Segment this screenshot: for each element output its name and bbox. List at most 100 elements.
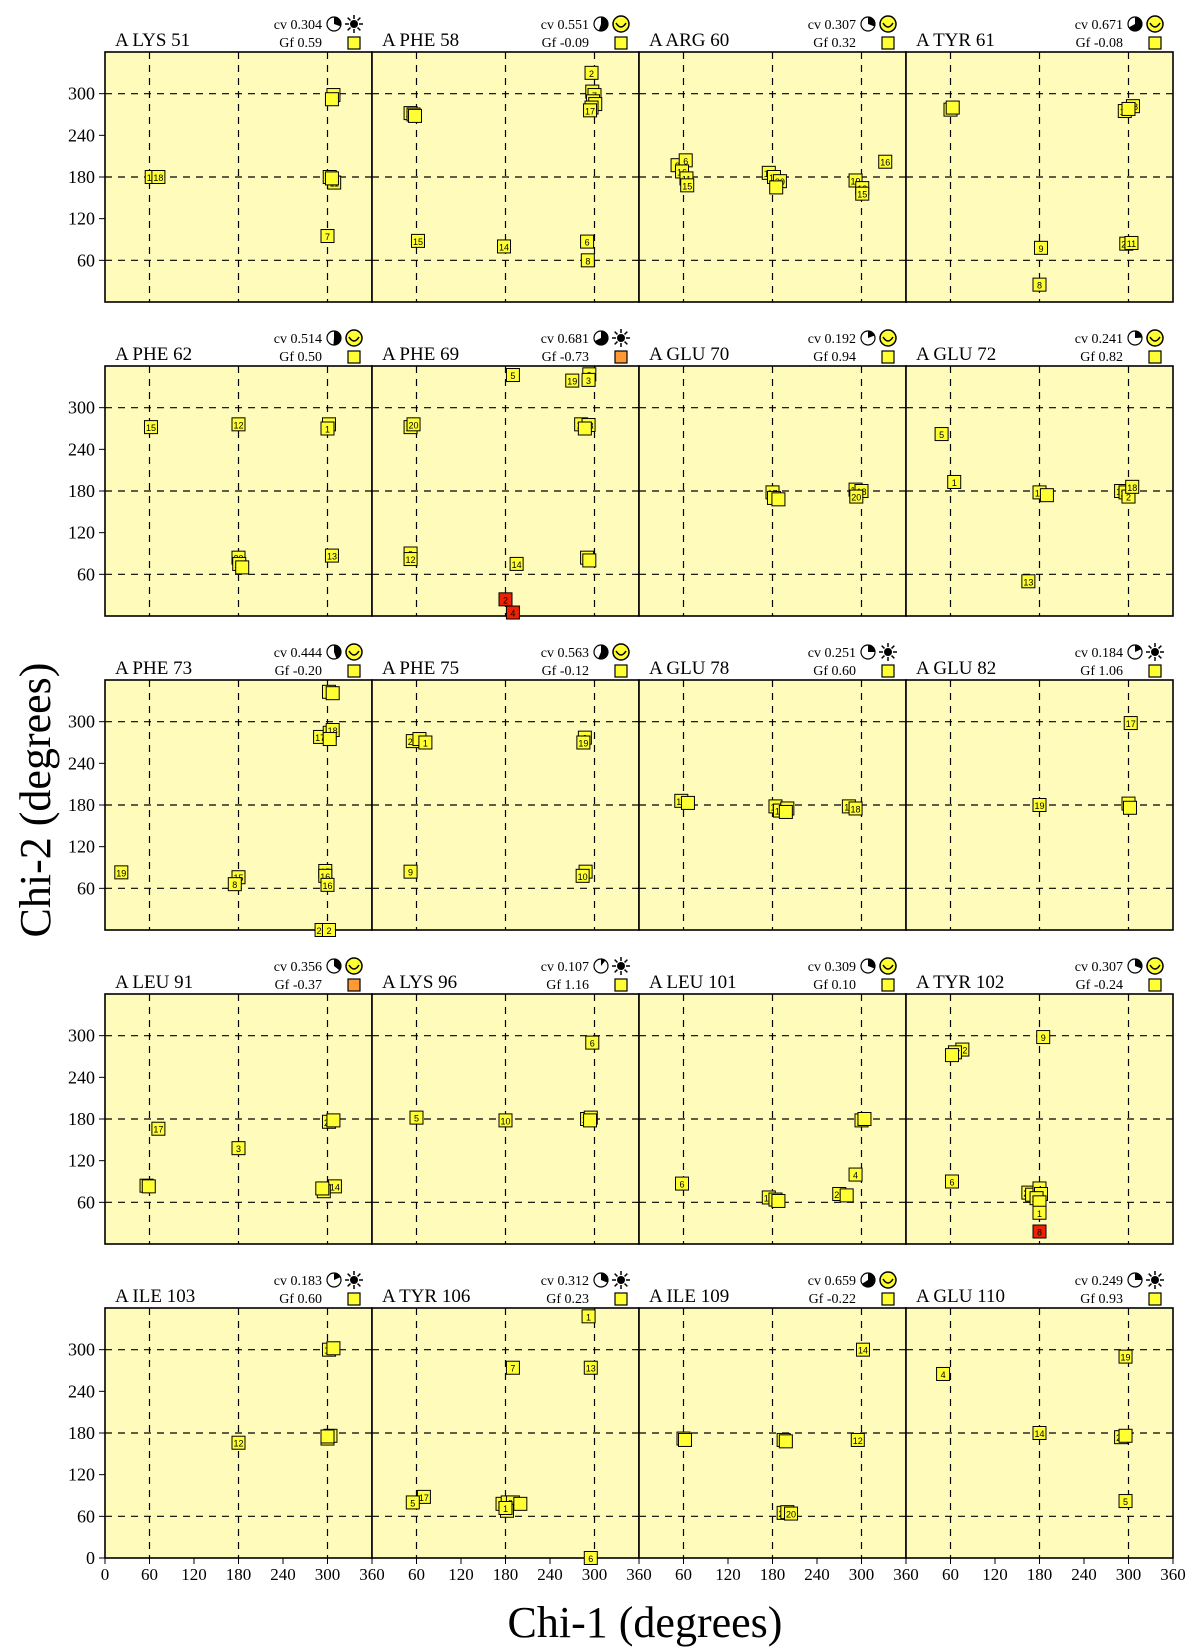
- x-tick-label: 240: [804, 1565, 830, 1584]
- panel-title: A PHE 73: [115, 658, 192, 679]
- data-point: [1121, 101, 1136, 116]
- data-point: [1124, 235, 1139, 250]
- smile-icon: [345, 643, 363, 661]
- data-point: [944, 1048, 959, 1063]
- smile-icon: [879, 329, 897, 347]
- data-point: [324, 548, 339, 563]
- y-tick-label: 300: [68, 1026, 95, 1046]
- cv-label: cv 0.184: [1075, 646, 1123, 661]
- gf-label: Gf 0.82: [1080, 350, 1123, 365]
- x-tick-label: 300: [315, 1565, 341, 1584]
- data-point-label: 15: [857, 190, 867, 200]
- data-point: [406, 417, 421, 432]
- data-point-label: 19: [567, 377, 577, 387]
- sun-icon-ray: [614, 1283, 618, 1287]
- data-point-label: 11: [1127, 239, 1136, 249]
- data-point: [1123, 716, 1138, 731]
- y-tick-label: 240: [68, 753, 95, 773]
- cv-label: cv 0.671: [1075, 18, 1123, 33]
- y-tick-label: 120: [68, 1151, 95, 1171]
- data-point-label: 7: [510, 1364, 515, 1374]
- data-point-label: 16: [322, 881, 332, 891]
- data-point-label: 4: [853, 1171, 858, 1181]
- cv-pie-fill: [1128, 17, 1142, 32]
- panel-title: A PHE 58: [382, 30, 459, 51]
- gf-label: Gf -0.09: [542, 36, 589, 51]
- data-point-label: 4: [941, 1370, 946, 1380]
- y-tick-label: 120: [68, 1465, 95, 1485]
- data-point: [583, 1113, 598, 1128]
- panel-title: A ARG 60: [649, 30, 729, 51]
- data-point: [583, 103, 598, 118]
- panel-title: A GLU 110: [916, 1286, 1005, 1307]
- smile-icon: [879, 957, 897, 975]
- sun-icon-ray: [891, 655, 895, 659]
- panel-border: [905, 51, 1174, 303]
- gf-label: Gf 0.93: [1080, 1292, 1123, 1307]
- sun-icon: [617, 1276, 625, 1284]
- cv-pie-fill: [598, 17, 608, 32]
- smile-icon: [345, 329, 363, 347]
- data-point: [947, 474, 962, 489]
- data-point: [771, 492, 786, 507]
- y-tick-label: 180: [68, 1109, 95, 1129]
- data-point: [498, 592, 513, 607]
- sun-icon-ray: [624, 331, 628, 335]
- gf-color-swatch: [881, 664, 895, 678]
- sun-icon-ray: [614, 331, 618, 335]
- data-point-label: 1: [423, 739, 428, 749]
- sun-icon: [1151, 1276, 1159, 1284]
- data-point-label: 14: [512, 560, 522, 570]
- data-point-label: 10: [578, 872, 588, 882]
- data-point: [114, 865, 129, 880]
- panel-title: A LEU 101: [649, 972, 737, 993]
- data-point: [324, 171, 339, 186]
- smile-icon-mouth: [1149, 22, 1161, 28]
- data-point-label: 17: [153, 1125, 163, 1135]
- data-point-label: 6: [680, 1180, 685, 1190]
- data-point-label: 12: [233, 1439, 243, 1449]
- y-tick-label: 300: [68, 84, 95, 104]
- data-point: [1036, 1030, 1051, 1045]
- data-point: [1125, 479, 1140, 494]
- data-point: [408, 108, 423, 123]
- data-point-label: 7: [325, 232, 330, 242]
- data-point-label: 6: [585, 238, 590, 248]
- x-tick-label: 300: [849, 1565, 875, 1584]
- gf-color-swatch: [1148, 350, 1162, 364]
- x-tick-label: 300: [1116, 1565, 1142, 1584]
- y-tick-label: 180: [68, 1423, 95, 1443]
- gf-label: Gf 1.06: [1080, 664, 1123, 679]
- data-point: [577, 421, 592, 436]
- gf-color-swatch: [347, 664, 361, 678]
- data-point-label: 9: [408, 868, 413, 878]
- data-point-label: 20: [834, 1190, 844, 1200]
- data-point-label: 17: [315, 733, 325, 743]
- smile-icon: [1146, 957, 1164, 975]
- sun-icon-ray: [347, 1283, 351, 1287]
- data-point: [784, 1506, 799, 1521]
- data-point-label: 1: [586, 1312, 591, 1322]
- smile-icon: [612, 643, 630, 661]
- data-point-label: 19: [1034, 801, 1044, 811]
- cv-pie-fill: [868, 645, 875, 653]
- data-point-label: 9: [1041, 1033, 1046, 1043]
- data-point: [934, 427, 949, 442]
- cv-label: cv 0.107: [541, 960, 589, 975]
- gf-color-swatch: [614, 978, 628, 992]
- data-point-label: 17: [1126, 719, 1136, 729]
- panel-title: A LEU 91: [115, 972, 193, 993]
- data-point: [855, 1342, 870, 1357]
- cv-label: cv 0.183: [274, 1274, 322, 1289]
- data-point-label: 14: [1034, 1429, 1044, 1439]
- cv-label: cv 0.356: [274, 960, 322, 975]
- data-point-label: 14: [330, 1182, 340, 1192]
- data-point: [575, 868, 590, 883]
- sun-icon-ray: [614, 959, 618, 963]
- data-point-label: 6: [949, 1178, 954, 1188]
- gf-label: Gf 0.10: [813, 978, 856, 993]
- data-point: [857, 1112, 872, 1126]
- x-tick-label: 120: [181, 1565, 207, 1584]
